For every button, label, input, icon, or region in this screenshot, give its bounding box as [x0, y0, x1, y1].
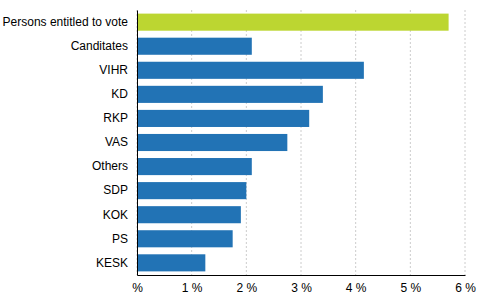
bar [137, 62, 364, 79]
tick-label: VIHR [99, 63, 128, 77]
tick: Canditates [71, 39, 128, 53]
tick-label: VAS [105, 135, 128, 149]
tick-label: PS [112, 232, 128, 246]
tick: 6 % [455, 275, 476, 295]
tick-label: SDP [103, 183, 128, 197]
tick: 5 % [400, 275, 421, 295]
tick-label: KD [111, 87, 128, 101]
tick-label: KESK [96, 256, 128, 270]
tick: 3 % [291, 275, 312, 295]
bar [137, 158, 252, 175]
bar [137, 134, 287, 151]
chart: % 1 % 2 % 3 % 4 % 5 % 6 % Persons entitled to v… [0, 0, 492, 302]
tick-label: 3 % [291, 281, 312, 295]
grid [137, 10, 465, 275]
tick: SDP [103, 183, 128, 197]
tick-label: % [132, 281, 143, 295]
tick-label: 5 % [400, 281, 421, 295]
tick-label: 2 % [236, 281, 257, 295]
tick-label: KOK [103, 208, 128, 222]
axis-line [138, 275, 466, 276]
x-axis: % 1 % 2 % 3 % 4 % 5 % 6 % [132, 275, 476, 295]
grid-line [410, 10, 411, 275]
grid-line [355, 10, 356, 275]
tick: RKP [103, 111, 128, 125]
bar [137, 254, 205, 271]
tick: KOK [103, 208, 128, 222]
axis-line [137, 11, 138, 276]
tick-label: Canditates [71, 39, 128, 53]
tick: Persons entitled to vote [3, 15, 129, 29]
tick-label: RKP [103, 111, 128, 125]
tick-label: 6 % [455, 281, 476, 295]
grid-line [137, 10, 138, 275]
tick-label: 4 % [346, 281, 367, 295]
tick: PS [112, 232, 128, 246]
tick: VIHR [99, 63, 128, 77]
grid-line [301, 10, 302, 275]
bar [137, 38, 252, 55]
plot: % 1 % 2 % 3 % 4 % 5 % 6 % Persons entitled to v… [3, 10, 477, 295]
bar [137, 110, 309, 127]
tick: 2 % [236, 275, 257, 295]
bars [137, 14, 449, 272]
grid-line [465, 10, 466, 275]
y-axis: Persons entitled to vote Canditates VIHR KD… [3, 11, 138, 276]
tick: % [132, 275, 143, 295]
tick: 4 % [346, 275, 367, 295]
bar [137, 14, 449, 31]
tick: KD [111, 87, 128, 101]
tick: Others [92, 159, 128, 173]
tick: 1 % [182, 275, 203, 295]
bar [137, 230, 233, 247]
tick-label: Others [92, 159, 128, 173]
bar [137, 86, 323, 103]
bar [137, 206, 241, 223]
bar [137, 182, 246, 199]
tick-label: Persons entitled to vote [3, 15, 129, 29]
tick: KESK [96, 256, 128, 270]
tick: VAS [105, 135, 128, 149]
tick-label: 1 % [182, 281, 203, 295]
